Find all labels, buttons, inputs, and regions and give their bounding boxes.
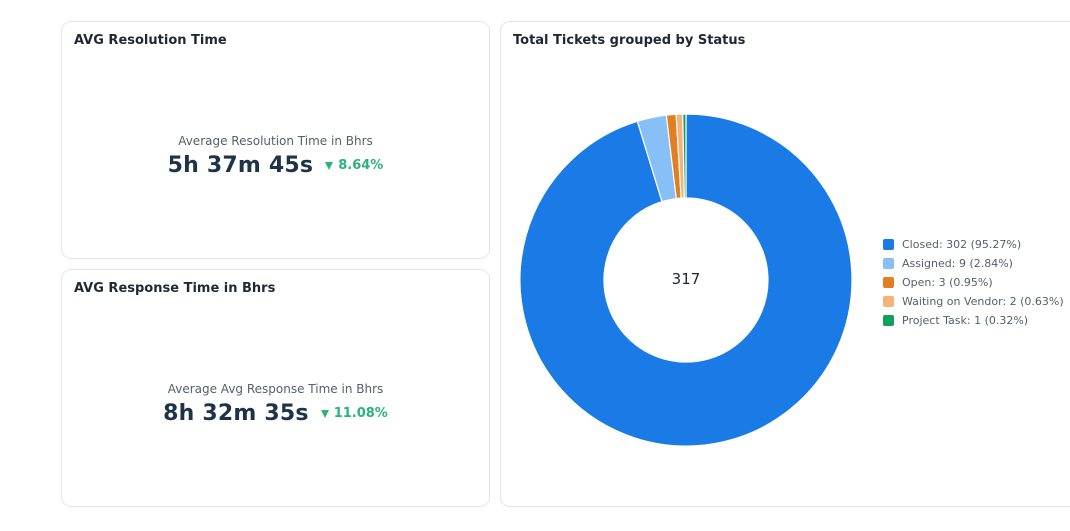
avg-resolution-label: Average Resolution Time in Bhrs [178,134,373,148]
legend-label: Waiting on Vendor: 2 (0.63%) [902,295,1064,308]
legend-item[interactable]: Assigned: 9 (2.84%) [883,254,1064,273]
legend-label: Project Task: 1 (0.32%) [902,314,1029,327]
donut-chart: 317 [519,113,853,447]
avg-resolution-change: 8.64% [325,158,383,173]
donut-slice-closed[interactable] [519,113,853,447]
avg-resolution-value: 5h 37m 45s [167,153,314,178]
legend-item[interactable]: Project Task: 1 (0.32%) [883,311,1064,330]
avg-resolution-title: AVG Resolution Time [74,33,227,48]
avg-resolution-change-value: 8.64% [338,158,384,173]
legend-label: Closed: 302 (95.27%) [902,238,1022,251]
avg-response-change-value: 11.08% [333,406,388,421]
legend-swatch [883,239,894,250]
legend-item[interactable]: Open: 3 (0.95%) [883,273,1064,292]
avg-resolution-card: AVG Resolution Time Average Resolution T… [61,21,490,259]
legend-label: Open: 3 (0.95%) [902,276,993,289]
tickets-by-status-title: Total Tickets grouped by Status [513,33,746,48]
avg-response-value: 8h 32m 35s [163,401,309,426]
trend-down-icon [320,409,329,418]
legend-item[interactable]: Waiting on Vendor: 2 (0.63%) [883,292,1064,311]
legend-label: Assigned: 9 (2.84%) [902,257,1013,270]
avg-response-card: AVG Response Time in Bhrs Average Avg Re… [61,269,490,507]
avg-response-label: Average Avg Response Time in Bhrs [167,382,384,396]
tickets-by-status-card: Total Tickets grouped by Status 317 Clos… [500,21,1070,507]
donut-center-total: 317 [672,270,701,288]
legend-swatch [883,277,894,288]
legend-swatch [883,258,894,269]
legend-swatch [883,315,894,326]
legend-item[interactable]: Closed: 302 (95.27%) [883,235,1064,254]
legend-swatch [883,296,894,307]
donut-slice-project-task[interactable] [682,113,687,199]
avg-response-kpi: Average Avg Response Time in Bhrs 8h 32m… [62,382,489,426]
avg-response-change: 11.08% [320,406,388,421]
trend-down-icon [325,161,334,170]
avg-response-title: AVG Response Time in Bhrs [74,281,276,296]
avg-resolution-kpi: Average Resolution Time in Bhrs 5h 37m 4… [62,134,489,178]
chart-legend: Closed: 302 (95.27%) Assigned: 9 (2.84%) O… [883,235,1064,330]
